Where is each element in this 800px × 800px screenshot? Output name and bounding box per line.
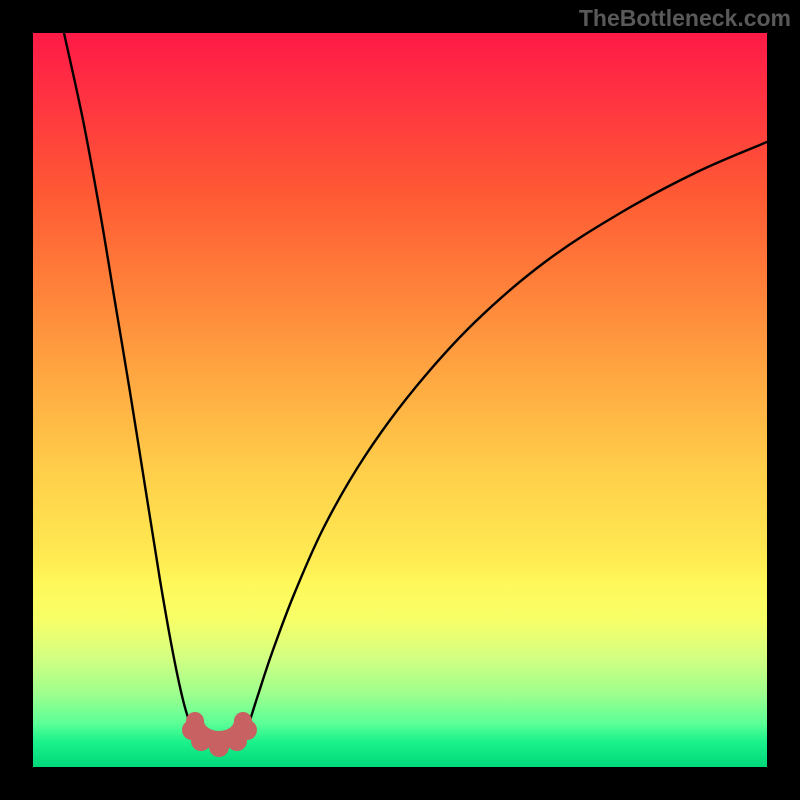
plot-area [33, 33, 767, 767]
chart-root: TheBottleneck.com [0, 0, 800, 800]
watermark-text: TheBottleneck.com [579, 5, 791, 32]
